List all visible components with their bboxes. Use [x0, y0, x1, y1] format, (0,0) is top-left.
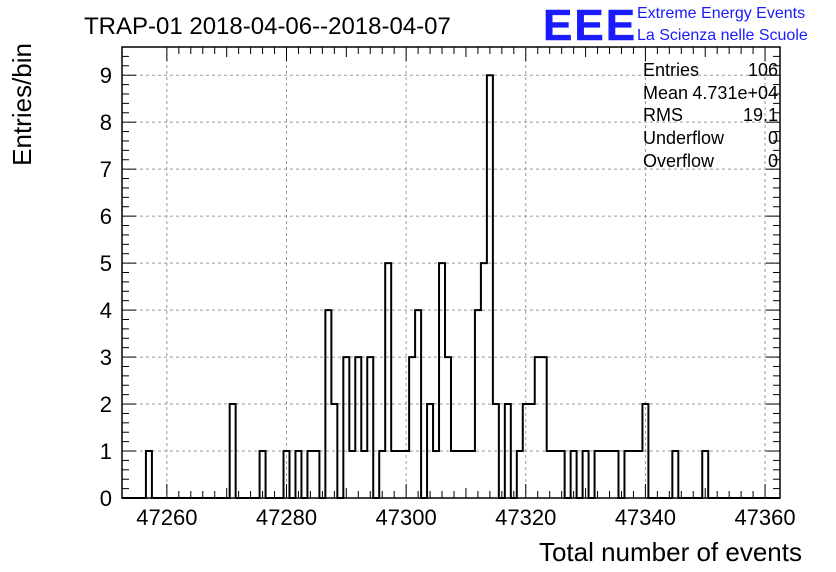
histogram-bin — [361, 451, 367, 498]
eee-logo: EEE Extreme Energy Events La Scienza nel… — [543, 1, 808, 51]
histogram-bin — [607, 451, 613, 498]
logo-mark: EEE — [543, 1, 637, 50]
histogram-bin — [403, 451, 409, 498]
y-tick-label: 3 — [100, 345, 112, 370]
logo-line-2: La Scienza nelle Scuole — [637, 27, 808, 44]
stats-underflow-value: 0 — [768, 128, 778, 148]
x-tick-label: 47260 — [136, 505, 197, 530]
y-tick-label: 8 — [100, 110, 112, 135]
stats-mean-label: Mean — [643, 83, 688, 103]
histogram-bin — [601, 451, 607, 498]
y-tick-label: 5 — [100, 251, 112, 276]
stats-overflow-label: Overflow — [643, 151, 715, 171]
y-tick-label: 4 — [100, 298, 112, 323]
stats-rms-value: 19.1 — [743, 105, 778, 125]
histogram-bin — [397, 451, 403, 498]
x-axis-title: Total number of events — [539, 537, 802, 567]
logo-line-1: Extreme Energy Events — [637, 5, 805, 22]
stats-entries-value: 106 — [748, 60, 778, 80]
stats-entries-label: Entries — [643, 60, 699, 80]
histogram-bin — [529, 404, 535, 498]
x-tick-label: 47360 — [734, 505, 795, 530]
histogram-bin — [469, 451, 475, 498]
histogram-bin — [553, 451, 559, 498]
histogram-outline — [122, 74, 780, 499]
histogram-bin — [547, 451, 553, 498]
chart-title: TRAP-01 2018-04-06--2018-04-07 — [84, 13, 451, 40]
histogram-bin — [630, 451, 636, 498]
y-tick-label: 1 — [100, 439, 112, 464]
y-tick-label: 6 — [100, 204, 112, 229]
y-tick-label: 7 — [100, 157, 112, 182]
y-axis-title: Entries/bin — [7, 43, 37, 166]
stats-rms-label: RMS — [643, 105, 683, 125]
y-tick-label: 9 — [100, 63, 112, 88]
y-tick-label: 0 — [100, 486, 112, 511]
histogram-bin — [457, 451, 463, 498]
y-tick-label: 2 — [100, 392, 112, 417]
stats-box: Entries 106 Mean 4.731e+04 RMS 19.1 Unde… — [643, 60, 778, 171]
histogram-bin — [451, 451, 457, 498]
x-tick-label: 47340 — [615, 505, 676, 530]
x-tick-label: 47300 — [376, 505, 437, 530]
stats-underflow-label: Underflow — [643, 128, 725, 148]
x-tick-label: 47320 — [495, 505, 556, 530]
stats-overflow-value: 0 — [768, 151, 778, 171]
histogram-bin — [349, 451, 355, 498]
axis-ticks: 47260 47280 47300 47320 47340 47360 0 1 2 3 4 5 6 7 8 9 — [100, 46, 796, 530]
x-tick-label: 47280 — [256, 505, 317, 530]
histogram-bin — [463, 451, 469, 498]
histogram-bin — [433, 451, 439, 498]
histogram-bin — [636, 451, 642, 498]
stats-mean-value: 4.731e+04 — [692, 83, 778, 103]
histogram-bin — [391, 451, 397, 498]
